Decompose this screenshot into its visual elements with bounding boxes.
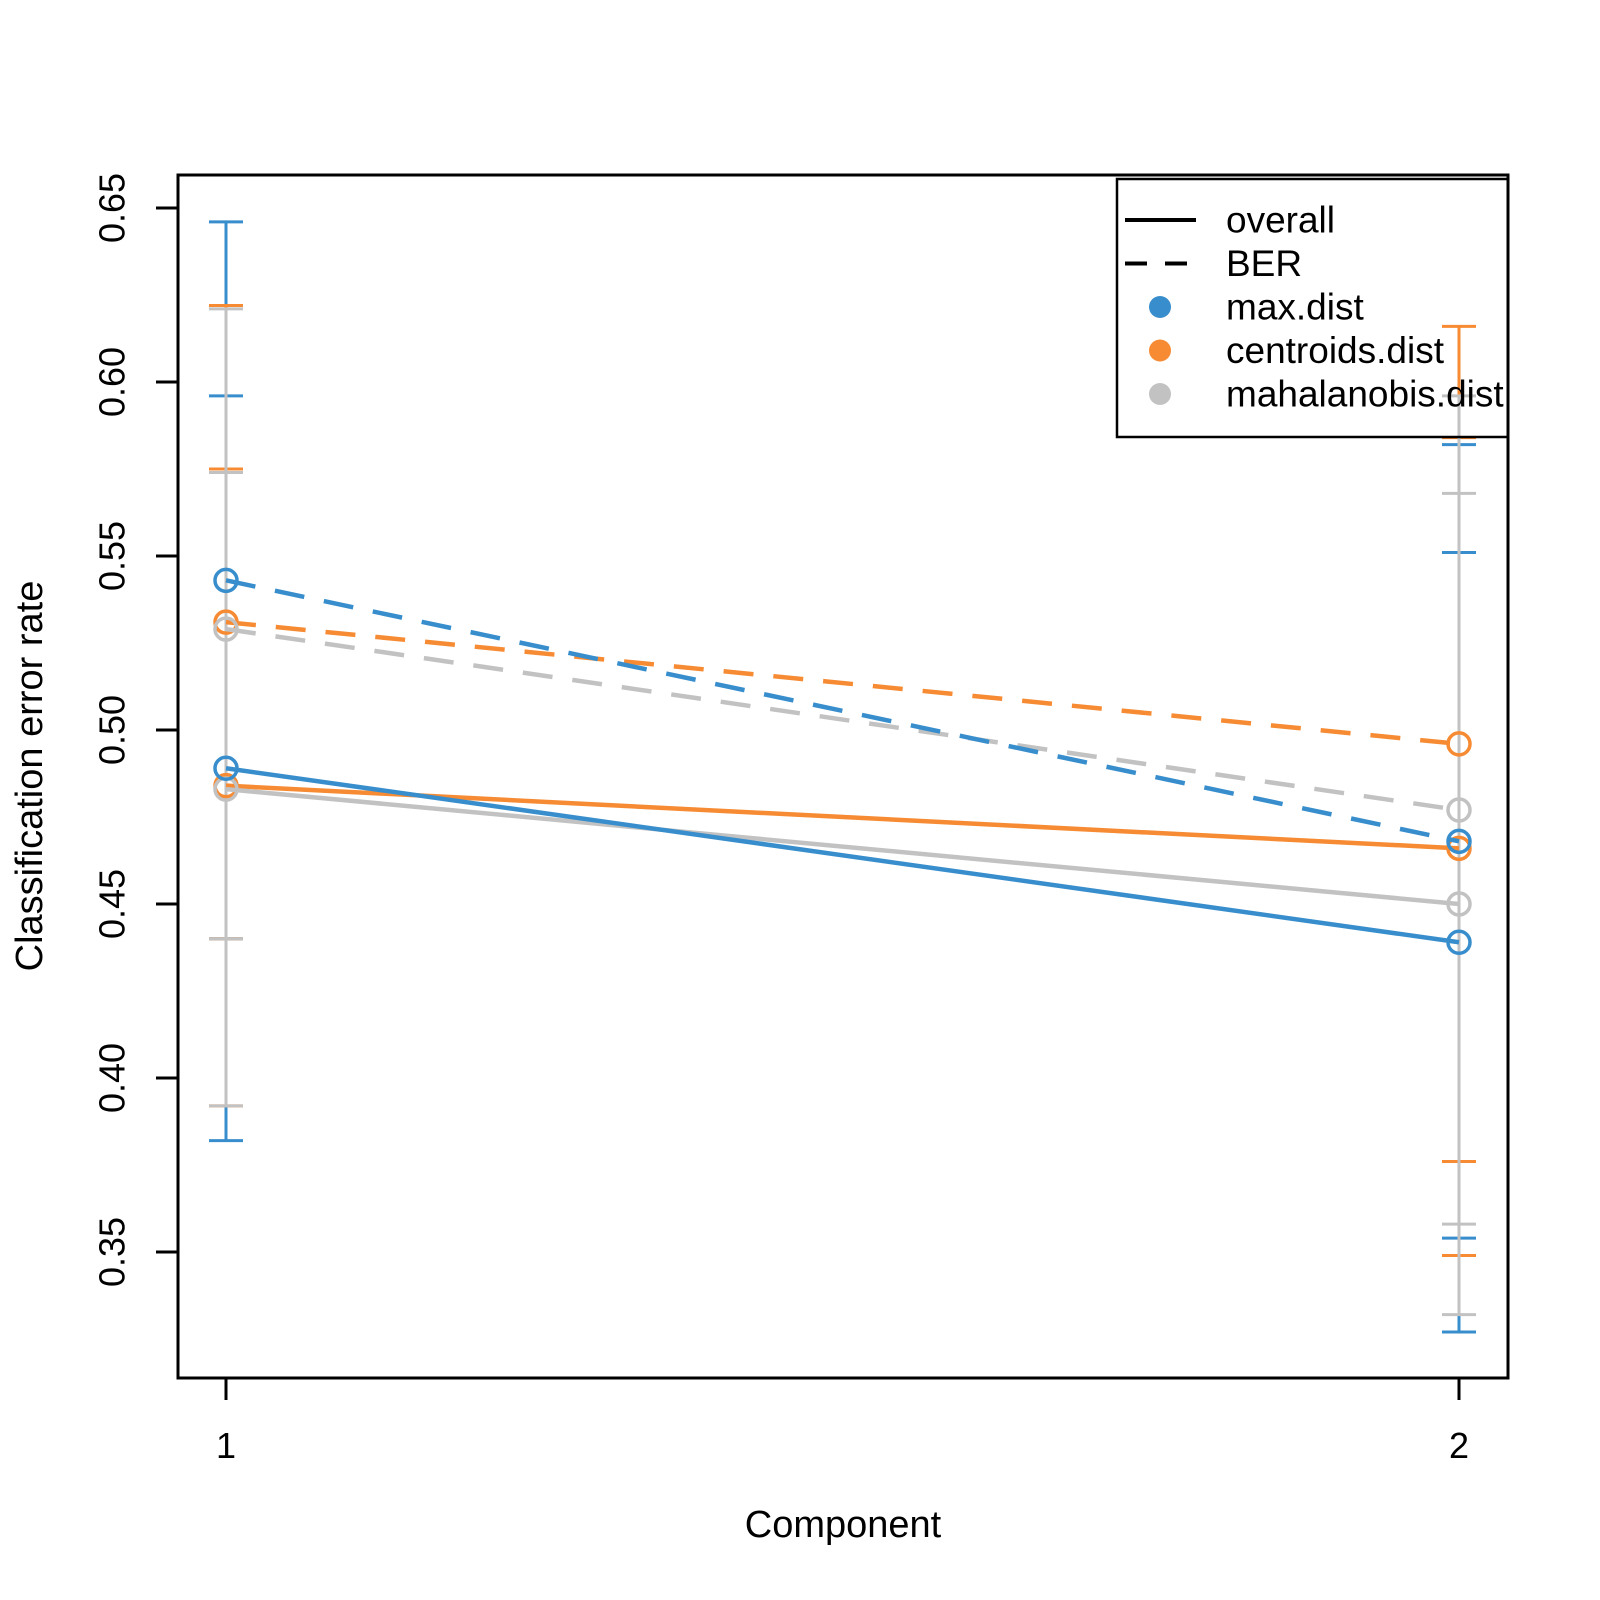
legend-color-dot	[1149, 383, 1171, 405]
data-point-max.dist-BER	[1446, 828, 1472, 855]
data-point-mahalanobis.dist-BER	[213, 616, 239, 642]
series-line-max.dist-overall	[225, 766, 1460, 945]
legend-label: overall	[1226, 200, 1335, 241]
legend-color-dot	[1149, 296, 1171, 318]
data-point-mahalanobis.dist-BER	[1446, 797, 1472, 823]
series-line-max.dist-BER	[225, 578, 1460, 844]
y-tick-label: 0.45	[92, 869, 133, 939]
y-tick-label: 0.60	[92, 347, 133, 417]
series-line-centroids.dist-BER	[225, 619, 1460, 747]
y-tick-label: 0.35	[92, 1217, 133, 1287]
x-tick-label: 2	[1449, 1425, 1469, 1466]
x-axis-title: Component	[745, 1504, 942, 1546]
plot-border	[176, 173, 1510, 1380]
data-point-mahalanobis.dist-overall	[1446, 891, 1472, 917]
legend-label: BER	[1226, 243, 1302, 284]
data-point-centroids.dist-BER	[1446, 731, 1472, 757]
y-tick-label: 0.40	[92, 1043, 133, 1113]
x-tick-label: 1	[216, 1425, 236, 1466]
y-axis-title: Classification error rate	[9, 581, 51, 972]
legend: overallBERmax.distcentroids.distmahalano…	[1115, 177, 1510, 439]
legend-label: max.dist	[1226, 287, 1364, 328]
y-tick-label: 0.55	[92, 521, 133, 591]
data-point-max.dist-overall	[213, 755, 239, 782]
series-line-mahalanobis.dist-BER	[225, 626, 1460, 813]
y-axis-ticks: 0.35 0.40 0.45 0.50 0.55 0.60 0.65	[92, 173, 178, 1287]
series-line-mahalanobis.dist-overall	[225, 786, 1460, 907]
legend-label: centroids.dist	[1226, 330, 1445, 371]
legend-label: mahalanobis.dist	[1226, 374, 1504, 415]
series-layer	[209, 220, 1476, 1334]
data-point-centroids.dist-BER	[213, 609, 239, 635]
data-point-centroids.dist-overall	[1446, 835, 1472, 862]
data-point-max.dist-BER	[213, 567, 239, 594]
y-tick-label: 0.50	[92, 695, 133, 765]
data-point-max.dist-overall	[1446, 929, 1472, 956]
legend-box	[1115, 177, 1510, 439]
legend-color-dot	[1149, 339, 1171, 362]
y-tick-label: 0.65	[92, 173, 133, 243]
